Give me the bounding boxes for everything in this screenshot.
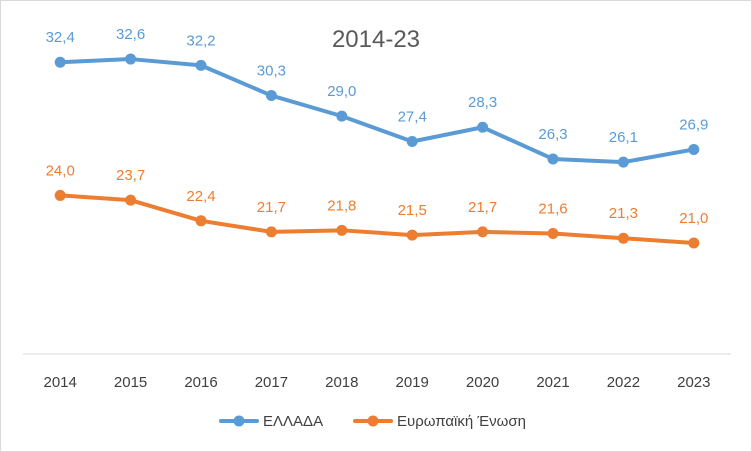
data-label: 26,1: [609, 129, 638, 146]
data-point: [125, 194, 137, 206]
data-label: 21,6: [538, 200, 567, 217]
data-label: 21,7: [468, 199, 497, 216]
data-point: [265, 226, 277, 238]
x-tick-label: 2017: [255, 374, 288, 391]
series-line: [58, 193, 696, 245]
x-tick-label: 2018: [325, 374, 358, 391]
legend-marker: [233, 415, 245, 427]
data-point: [406, 229, 418, 241]
data-point: [54, 56, 66, 68]
data-label: 30,3: [257, 63, 286, 80]
x-tick-label: 2015: [114, 374, 147, 391]
series-group: 32,4 32,6 32,2 30,3 29,0 27,4 28,3 26,3 26,1 26,9: [46, 26, 708, 168]
data-point: [265, 90, 277, 102]
data-point: [617, 156, 629, 168]
data-label: 23,7: [116, 167, 145, 184]
data-point: [336, 224, 348, 236]
x-tick-label: 2022: [607, 374, 640, 391]
x-tick-label: 2020: [466, 374, 499, 391]
data-label: 26,9: [679, 116, 708, 133]
data-point: [688, 143, 700, 155]
data-point: [547, 153, 559, 165]
series-group: 24,0 23,7 22,4 21,7 21,8 21,5 21,7 21,6 21,3 21,0: [46, 162, 708, 249]
data-label: 21,3: [609, 205, 638, 222]
data-label: 21,0: [679, 210, 708, 227]
legend-label: ΕΛΛΑΔΑ: [263, 413, 323, 430]
data-label: 28,3: [468, 94, 497, 111]
data-label: 27,4: [398, 109, 427, 126]
data-label: 26,3: [538, 126, 567, 143]
data-point: [547, 227, 559, 239]
data-point: [406, 136, 418, 148]
data-point: [477, 121, 489, 133]
data-label: 32,4: [46, 29, 75, 46]
data-label: 29,0: [327, 83, 356, 100]
data-label: 32,6: [116, 26, 145, 43]
series-layer: 32,4 32,6 32,2 30,3 29,0 27,4 28,3 26,3 26,1 26,9…: [46, 26, 708, 249]
x-tick-label: 2014: [44, 374, 77, 391]
data-point: [336, 110, 348, 122]
data-label: 21,8: [327, 197, 356, 214]
data-point: [54, 189, 66, 201]
data-label: 21,5: [398, 202, 427, 219]
legend-label: Ευρωπαϊκή Ένωση: [397, 413, 526, 430]
x-tick-label: 2023: [677, 374, 710, 391]
data-point: [688, 237, 700, 249]
x-tick-label: 2019: [396, 374, 429, 391]
chart-title: 2014-23: [332, 26, 420, 53]
data-label: 22,4: [186, 188, 215, 205]
data-point: [195, 59, 207, 71]
legend: ΕΛΛΑΔΑ Ευρωπαϊκή Ένωση: [219, 413, 526, 430]
series-line: [58, 57, 696, 165]
data-label: 21,7: [257, 199, 286, 216]
x-axis-ticks: 2014 2015 2016 2017 2018 2019 2020 2021 2022 2023: [44, 374, 711, 391]
data-label: 24,0: [46, 162, 75, 179]
x-tick-label: 2021: [536, 374, 569, 391]
data-point: [195, 215, 207, 227]
legend-marker: [367, 415, 379, 427]
data-label: 32,2: [186, 32, 215, 49]
data-point: [477, 226, 489, 238]
data-point: [125, 53, 137, 65]
x-tick-label: 2016: [184, 374, 217, 391]
data-point: [617, 232, 629, 244]
